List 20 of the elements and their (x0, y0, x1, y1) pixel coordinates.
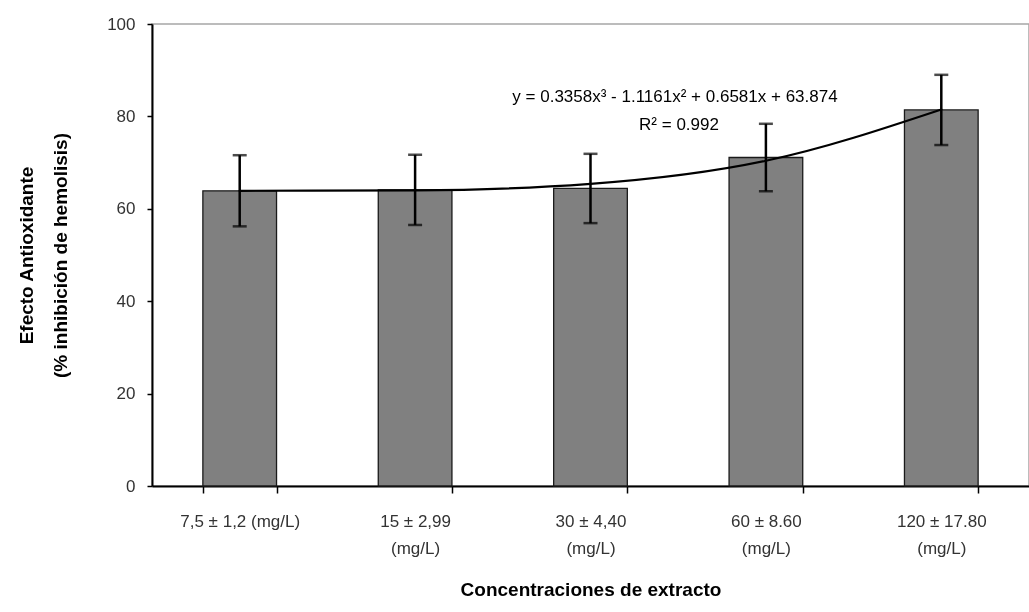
annotation: y = 0.3358x³ - 1.1161x² + 0.6581x + 63.874 (512, 87, 838, 106)
y-tick-label: 100 (107, 14, 136, 34)
y-tick-label: 80 (116, 106, 136, 126)
bar (728, 156, 804, 487)
x-tick-label: 30 ± 4,40 (mg/L) (555, 511, 627, 558)
y-tick-label: 60 (116, 199, 136, 219)
bar (377, 189, 453, 487)
bar (903, 109, 979, 487)
x-tick-label: 120 ± 17.80 (mg/L) (896, 511, 987, 558)
y-tick-label: 0 (126, 476, 136, 496)
y-axis-title: Efecto Antioxidante (% inhibición de hemolisis) (16, 133, 72, 378)
x-tick-label: 60 ± 8.60 (mg/L) (731, 511, 802, 558)
bar (553, 187, 628, 487)
x-tick-label: 7,5 ± 1,2 (mg/L) (180, 511, 301, 531)
bar (202, 190, 278, 487)
x-axis-title: Concentraciones de extracto (460, 578, 722, 600)
y-tick-label: 20 (116, 384, 136, 404)
y-tick-label: 40 (116, 291, 136, 311)
annotation: R² = 0.992 (639, 115, 719, 134)
x-tick-label: 15 ± 2,99 (mg/L) (380, 511, 451, 558)
